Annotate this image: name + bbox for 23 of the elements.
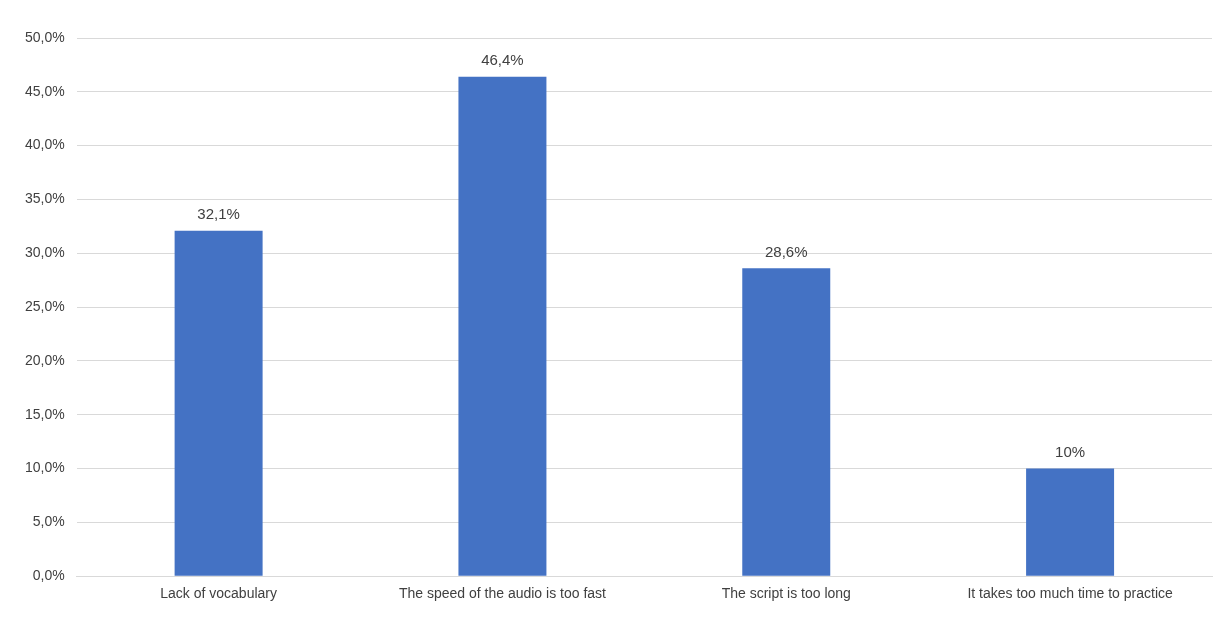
y-tick-label: 15,0%: [24, 405, 65, 422]
bar: [742, 268, 831, 576]
x-tick-label: The script is too long: [721, 585, 851, 602]
data-label: 32,1%: [197, 205, 240, 223]
x-tick-label: It takes too much time to practice: [967, 585, 1174, 602]
data-label: 10%: [1055, 443, 1086, 461]
y-tick-label: 45,0%: [24, 82, 65, 99]
y-tick-label: 20,0%: [24, 351, 65, 368]
y-tick-label: 0,0%: [32, 567, 65, 584]
y-tick-label: 35,0%: [24, 190, 65, 207]
bar: [458, 76, 547, 576]
y-tick-label: 25,0%: [24, 297, 65, 314]
data-label: 28,6%: [764, 242, 808, 260]
y-tick-label: 10,0%: [24, 459, 65, 476]
bar: [1026, 468, 1115, 576]
y-tick-label: 5,0%: [32, 513, 65, 530]
y-tick-label: 40,0%: [24, 136, 65, 153]
y-tick-label: 50,0%: [24, 28, 65, 45]
y-tick-label: 30,0%: [24, 244, 65, 261]
bar: [174, 230, 263, 576]
x-tick-label: Lack of vocabulary: [160, 585, 277, 602]
data-label: 46,4%: [481, 51, 524, 69]
x-tick-label: The speed of the audio is too fast: [398, 585, 607, 602]
